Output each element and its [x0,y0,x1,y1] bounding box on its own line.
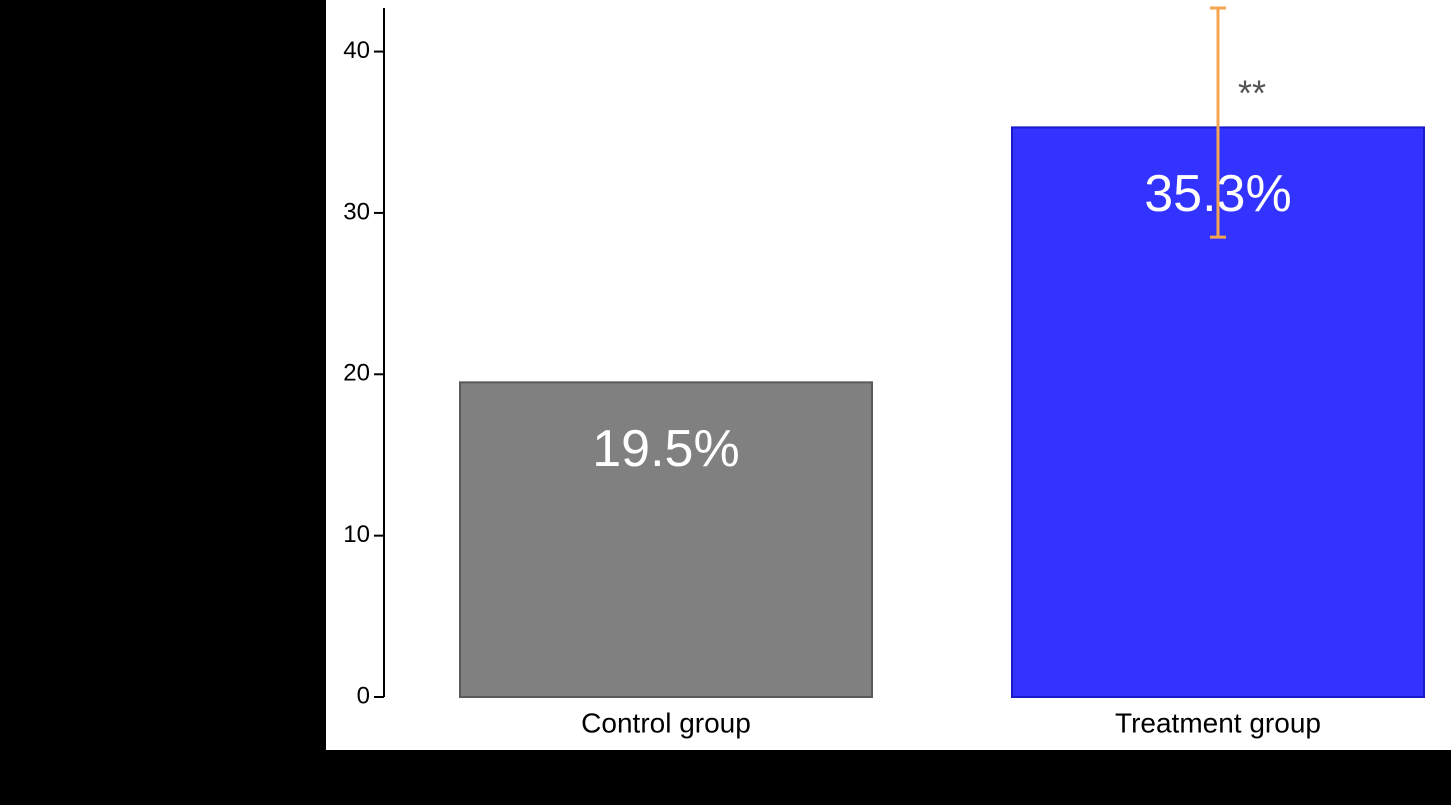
y-tick-label: 10 [343,521,370,548]
y-tick-label: 20 [343,360,370,387]
value-label: 19.5% [592,420,739,478]
x-tick-label: Treatment group [1115,707,1321,738]
y-tick-label: 40 [343,37,370,64]
y-tick-label: 0 [357,682,370,709]
x-tick-label: Control group [581,707,751,738]
significance-annotation: ** [1238,73,1266,114]
bar [459,381,873,698]
y-tick-label: 30 [343,198,370,225]
